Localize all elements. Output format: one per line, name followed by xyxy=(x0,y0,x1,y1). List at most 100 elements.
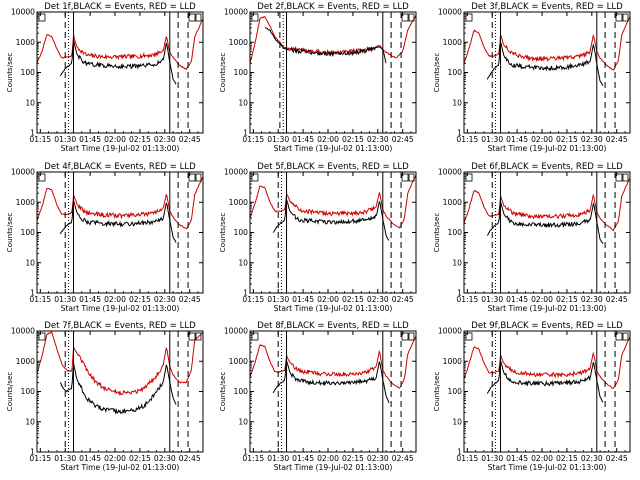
series-events-line xyxy=(486,201,604,244)
plot-area xyxy=(250,331,416,452)
x-tick-label: 02:15 xyxy=(129,454,151,463)
x-tick-label: 02:45 xyxy=(392,135,414,144)
plot-area xyxy=(464,12,630,133)
x-tick-label: 02:15 xyxy=(556,135,578,144)
x-tick-label: 01:15 xyxy=(242,135,264,144)
x-tick-label: 02:45 xyxy=(179,135,201,144)
x-axis-label: Start Time (19-Jul-02 01:13:00) xyxy=(274,463,393,472)
corner-box xyxy=(615,13,623,22)
x-tick-label: 02:15 xyxy=(129,295,151,304)
y-axis-label: Counts/sec xyxy=(218,53,227,93)
y-axis-label: Counts/sec xyxy=(5,213,14,253)
x-tick-label: 02:00 xyxy=(531,454,553,463)
series-events-line xyxy=(59,363,177,415)
panel-title: Det 6f,BLACK = Events, RED = LLD xyxy=(471,162,623,172)
corner-box xyxy=(622,13,629,22)
y-axis-label: Counts/sec xyxy=(432,213,441,253)
x-tick-label: 01:15 xyxy=(456,454,478,463)
panel-title: Det 2f,BLACK = Events, RED = LLD xyxy=(257,2,409,12)
series-events-line xyxy=(59,200,177,243)
y-tick-label: 100 xyxy=(448,228,463,237)
corner-box xyxy=(465,332,473,341)
corner-box xyxy=(195,173,202,182)
x-tick-label: 01:45 xyxy=(506,135,528,144)
series-lld-line xyxy=(37,177,203,230)
x-tick-label: 01:30 xyxy=(267,135,289,144)
x-axis-label: Start Time (19-Jul-02 01:13:00) xyxy=(61,463,180,472)
x-axis-label: Start Time (19-Jul-02 01:13:00) xyxy=(488,304,607,313)
plot-area xyxy=(464,172,630,293)
corner-box xyxy=(188,13,196,22)
y-tick-label: 1000 xyxy=(16,357,35,366)
corner-box xyxy=(622,173,629,182)
x-tick-label: 02:15 xyxy=(342,454,364,463)
x-tick-label: 02:45 xyxy=(606,135,628,144)
x-tick-label: 02:00 xyxy=(531,135,553,144)
y-tick-label: 1 xyxy=(30,448,35,457)
x-tick-label: 02:30 xyxy=(367,454,389,463)
panel-title: Det 1f,BLACK = Events, RED = LLD xyxy=(44,2,196,12)
corner-box xyxy=(615,332,623,341)
corner-box xyxy=(38,13,46,22)
y-axis-label: Counts/sec xyxy=(218,372,227,412)
plot-area xyxy=(37,331,203,452)
x-tick-label: 02:45 xyxy=(179,295,201,304)
x-tick-label: 01:30 xyxy=(54,295,76,304)
y-tick-label: 100 xyxy=(234,228,249,237)
y-tick-label: 1000 xyxy=(443,38,462,47)
y-tick-label: 1 xyxy=(243,289,248,298)
y-tick-label: 100 xyxy=(448,387,463,396)
series-lld-line xyxy=(464,16,630,71)
corner-box xyxy=(251,173,259,182)
y-tick-label: 100 xyxy=(21,387,36,396)
series-lld-line xyxy=(250,336,416,389)
series-events-line xyxy=(59,40,177,85)
x-tick-label: 02:30 xyxy=(367,135,389,144)
y-tick-label: 1000 xyxy=(229,38,248,47)
y-axis-label: Counts/sec xyxy=(432,372,441,412)
y-tick-label: 1000 xyxy=(443,357,462,366)
x-tick-label: 01:45 xyxy=(506,295,528,304)
y-tick-label: 10000 xyxy=(11,8,35,17)
y-tick-label: 100 xyxy=(21,68,36,77)
x-tick-label: 02:00 xyxy=(531,295,553,304)
x-tick-label: 02:45 xyxy=(606,295,628,304)
y-tick-label: 1 xyxy=(243,129,248,138)
y-tick-label: 1 xyxy=(457,289,462,298)
panel-title: Det 7f,BLACK = Events, RED = LLD xyxy=(44,321,196,331)
panel-title: Det 8f,BLACK = Events, RED = LLD xyxy=(257,321,409,331)
x-tick-label: 01:30 xyxy=(267,454,289,463)
y-tick-label: 100 xyxy=(21,228,36,237)
y-tick-label: 100 xyxy=(234,387,249,396)
x-tick-label: 01:45 xyxy=(292,135,314,144)
series-lld-line xyxy=(37,18,203,71)
corner-box xyxy=(251,13,259,22)
panel-title: Det 5f,BLACK = Events, RED = LLD xyxy=(257,162,409,172)
series-events-line xyxy=(486,360,604,403)
corner-box xyxy=(465,173,473,182)
y-tick-label: 10000 xyxy=(224,327,248,336)
x-tick-label: 02:30 xyxy=(581,135,603,144)
y-tick-label: 10000 xyxy=(438,168,462,177)
corner-box xyxy=(38,332,46,341)
x-tick-label: 01:45 xyxy=(292,295,314,304)
corner-box xyxy=(401,173,409,182)
plot-area xyxy=(464,331,630,452)
y-tick-label: 1 xyxy=(243,448,248,457)
y-tick-label: 10000 xyxy=(11,327,35,336)
x-tick-label: 02:00 xyxy=(317,295,339,304)
x-tick-label: 01:15 xyxy=(456,135,478,144)
series-events-line xyxy=(486,41,604,86)
x-tick-label: 02:00 xyxy=(104,135,126,144)
y-tick-label: 10000 xyxy=(11,168,35,177)
x-tick-label: 02:30 xyxy=(154,454,176,463)
y-axis-label: Counts/sec xyxy=(5,53,14,93)
corner-box xyxy=(195,13,202,22)
